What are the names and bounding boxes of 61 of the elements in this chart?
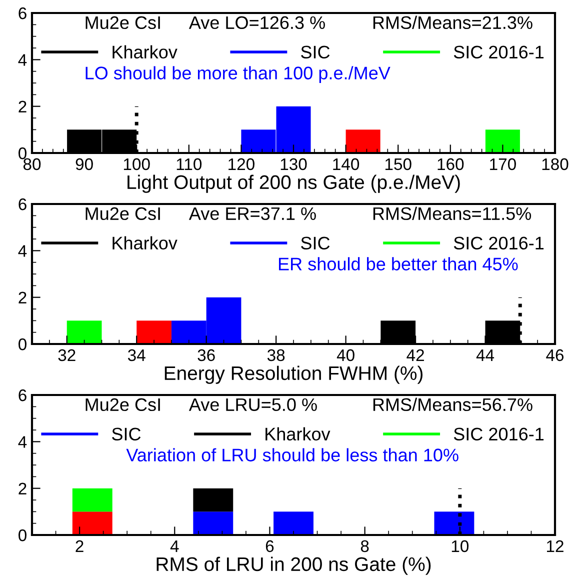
- y-tick-label: 0: [18, 338, 26, 350]
- x-tick-label: 180: [542, 158, 568, 170]
- x-tick-label: 150: [385, 158, 412, 170]
- x-tick-label: 34: [128, 349, 146, 362]
- y-tick-label: 2: [18, 100, 26, 112]
- y-tick-label: 6: [18, 389, 26, 402]
- legend-label: SIC: [301, 236, 330, 250]
- x-tick-label: 8: [360, 540, 369, 552]
- y-tick-label: 6: [18, 198, 26, 210]
- y-tick-label: 4: [18, 245, 27, 257]
- annotation: RMS/Means=56.7%: [373, 398, 532, 412]
- legend-label: SIC 2016-1: [454, 46, 544, 58]
- x-tick-label: 120: [228, 158, 254, 170]
- x-tick-label: 130: [280, 158, 307, 170]
- annotation: RMS/Means=11.5%: [373, 206, 532, 220]
- x-tick-label: 44: [476, 349, 494, 361]
- x-axis-title: RMS of LRU in 200 ns Gate (%): [156, 556, 431, 575]
- x-tick-label: 6: [266, 540, 274, 552]
- legend-label: Kharkov: [112, 236, 178, 250]
- annotation: Mu2e CsI: [86, 398, 160, 412]
- x-tick-label: 46: [546, 349, 564, 362]
- annotation: ER should be better than 45%: [278, 257, 518, 270]
- annotation: LO should be more than 100 p.e./MeV: [86, 66, 390, 84]
- annotation: RMS/Means=21.3%: [373, 16, 532, 30]
- x-tick-label: 4: [170, 540, 179, 552]
- x-tick-label: 10: [452, 540, 469, 552]
- legend-label: SIC 2016-1: [454, 236, 544, 250]
- annotation: Ave LO=126.3 %: [188, 16, 325, 30]
- legend-label: Kharkov: [112, 45, 178, 58]
- x-tick-label: 40: [336, 349, 354, 362]
- legend-label: SIC 2016-1: [454, 428, 544, 440]
- y-tick-label: 2: [18, 482, 26, 494]
- x-tick-label: 170: [490, 158, 516, 170]
- x-tick-label: 160: [438, 158, 464, 170]
- x-tick-label: 140: [333, 158, 360, 170]
- x-tick-label: 12: [547, 540, 564, 552]
- legend-label: SIC: [112, 428, 141, 440]
- annotation: Mu2e CsI: [86, 16, 160, 30]
- legend-label: Kharkov: [266, 427, 330, 440]
- y-tick-label: 4: [18, 436, 27, 448]
- annotation: Variation of LRU should be less than 10%: [126, 448, 458, 462]
- y-tick-label: 2: [18, 292, 26, 304]
- x-tick-label: 32: [58, 349, 76, 362]
- x-tick-label: 2: [76, 540, 84, 552]
- y-tick-label: 0: [18, 147, 26, 160]
- x-tick-label: 38: [267, 349, 285, 362]
- legend-label: SIC: [301, 46, 330, 58]
- x-tick-label: 110: [176, 158, 202, 170]
- x-tick-label: 36: [198, 349, 215, 362]
- y-tick-label: 4: [18, 54, 27, 66]
- y-tick-label: 0: [18, 529, 26, 542]
- x-tick-label: 100: [124, 158, 150, 170]
- x-axis-title: Energy Resolution FWHM (%): [164, 366, 422, 384]
- annotation: Mu2e CsI: [86, 207, 160, 220]
- y-tick-label: 6: [18, 7, 26, 20]
- x-tick-label: 80: [23, 158, 41, 170]
- annotation: Ave ER=37.1 %: [188, 207, 316, 220]
- annotation: Ave LRU=5.0 %: [188, 398, 317, 412]
- x-axis-title: Light Output of 200 ns Gate (p.e./MeV): [128, 174, 460, 193]
- x-tick-label: 90: [76, 158, 93, 170]
- x-tick-label: 42: [406, 349, 424, 361]
